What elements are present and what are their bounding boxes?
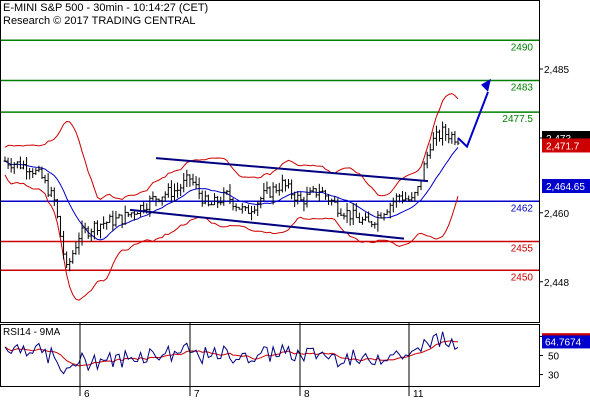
time-tick-label: 8 [304, 389, 310, 400]
channel-upper-line [155, 157, 429, 183]
rsi-title: RSI14 - 9MA [3, 327, 61, 338]
time-tick-label: 11 [413, 389, 424, 400]
price-tag-label: 2,471.7 [546, 141, 580, 152]
level-label: 2490 [511, 42, 534, 53]
rsi-tag-label: 64.7674 [545, 337, 582, 348]
forecast-arrow-head [481, 78, 491, 92]
forecast-arrow [457, 78, 491, 149]
level-label: 2450 [511, 272, 534, 283]
price-tick-label: 2,448 [544, 278, 569, 289]
chart-subtitle: Research © 2017 TRADING CENTRAL [3, 15, 196, 27]
forecast-arrow-line [457, 91, 489, 149]
rsi-ma-line [4, 340, 458, 367]
rsi-panel: 70503067.106364.7674 [4, 331, 590, 382]
rsi-tag [542, 335, 590, 349]
level-label: 2477.5 [502, 114, 533, 125]
price-panel-frame [0, 0, 540, 323]
price-tags: 2,4732,471.72,464.65 [542, 131, 590, 194]
bollinger-bands [4, 92, 459, 301]
bollinger-upper-band [4, 92, 459, 201]
rsi-tick-label: 50 [548, 352, 560, 363]
price-tag [542, 179, 590, 194]
time-axis: 6 7 8 11 [79, 323, 424, 400]
price-tick-label: 2,485 [544, 65, 569, 76]
time-tick-label: 7 [194, 389, 200, 400]
bollinger-lower-band [4, 174, 459, 301]
moving-average-line [4, 147, 459, 241]
level-label: 2483 [511, 83, 534, 94]
rsi-tick-label: 30 [548, 371, 560, 382]
time-tick-label: 6 [84, 389, 90, 400]
level-lines: 2490 2483 2477.5 2462 2455 2450 [1, 39, 539, 283]
price-tag [542, 138, 590, 153]
channel-lines [129, 157, 429, 240]
level-label: 2462 [511, 203, 534, 214]
rsi-line [4, 331, 459, 375]
price-tick-label: 2,460 [544, 209, 569, 220]
candles [3, 121, 460, 272]
price-tag-label: 2,464.65 [546, 182, 585, 193]
level-label: 2455 [511, 244, 534, 255]
chart-title: E-MINI S&P 500 - 30min - 10:14:27 (CET) [3, 2, 209, 14]
channel-lower-line [129, 208, 405, 240]
